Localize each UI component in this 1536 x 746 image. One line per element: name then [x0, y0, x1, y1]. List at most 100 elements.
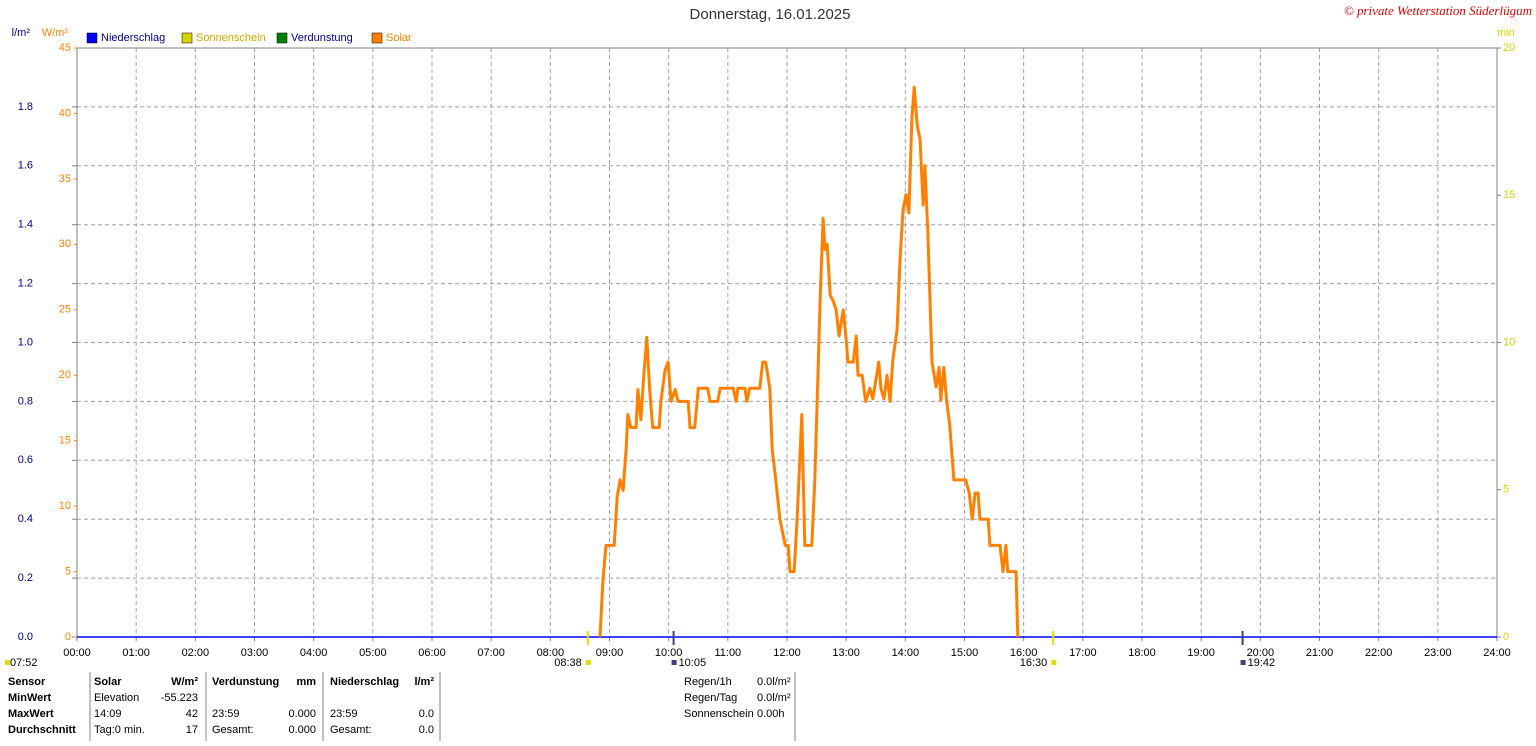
verdunstung-value: 0.000 — [288, 724, 316, 736]
y3-tick-label: 1.6 — [18, 160, 33, 172]
solar-label: Elevation — [94, 692, 139, 704]
solar-value: 42 — [186, 708, 198, 720]
solar-value: 17 — [186, 724, 198, 736]
x-tick-label: 20:00 — [1247, 647, 1275, 659]
x-tick-label: 01:00 — [122, 647, 150, 659]
y3-tick-label: 1.8 — [18, 101, 33, 113]
verdunstung-label: Verdunstung — [212, 676, 279, 688]
left-note-icon — [5, 660, 10, 665]
y2-tick-label: 0 — [1503, 631, 1509, 643]
x-tick-label: 13:00 — [832, 647, 860, 659]
x-tick-label: 17:00 — [1069, 647, 1097, 659]
x-tick-label: 07:00 — [477, 647, 505, 659]
x-tick-label: 09:00 — [596, 647, 624, 659]
x-tick-label: 05:00 — [359, 647, 387, 659]
left-note: 07:52 — [10, 657, 38, 669]
time-marker-icon — [585, 660, 591, 665]
solar-label: 14:09 — [94, 708, 122, 720]
x-tick-label: 14:00 — [892, 647, 920, 659]
y-tick-label: 5 — [65, 565, 71, 577]
legend-swatch — [181, 32, 193, 44]
data-line — [598, 85, 1020, 638]
x-tick-label: 02:00 — [182, 647, 210, 659]
niederschlag-label: 23:59 — [330, 708, 358, 720]
y-tick-label: 15 — [59, 435, 71, 447]
y3-label: l/m² — [12, 27, 31, 39]
x-tick-label: 06:00 — [418, 647, 446, 659]
verdunstung-value: mm — [296, 676, 316, 688]
y-tick-label: 40 — [59, 107, 71, 119]
rain-value: 0.00h — [757, 708, 785, 720]
legend-swatch — [371, 32, 383, 44]
time-marker-label: 19:42 — [1248, 657, 1276, 669]
verdunstung-value: 0.000 — [288, 708, 316, 720]
x-tick-label: 24:00 — [1483, 647, 1511, 659]
niederschlag-value: l/m² — [414, 676, 434, 688]
legend-label: Solar — [386, 32, 412, 44]
x-tick-label: 18:00 — [1128, 647, 1156, 659]
y3-tick-label: 0.2 — [18, 572, 33, 584]
niederschlag-label: Niederschlag — [330, 676, 399, 688]
time-marker-label: 10:05 — [679, 657, 707, 669]
x-tick-label: 04:00 — [300, 647, 328, 659]
niederschlag-value: 0.0 — [419, 708, 434, 720]
y-tick-label: 35 — [59, 173, 71, 185]
y3-tick-label: 1.0 — [18, 336, 33, 348]
y2-tick-label: 5 — [1503, 484, 1509, 496]
y-tick-label: 25 — [59, 304, 71, 316]
legend-swatch — [276, 32, 288, 44]
row-label: Sensor — [8, 676, 46, 688]
rain-value: 0.0l/m² — [757, 676, 791, 688]
y3-tick-label: 0.8 — [18, 395, 33, 407]
x-tick-label: 15:00 — [951, 647, 979, 659]
legend-label: Verdunstung — [291, 32, 353, 44]
time-marker-icon — [1240, 660, 1246, 665]
x-tick-label: 00:00 — [63, 647, 91, 659]
time-marker-icon — [1051, 660, 1057, 665]
y-tick-label: 0 — [65, 631, 71, 643]
y3-tick-label: 0.0 — [18, 631, 33, 643]
credit: © private Wetterstation Süderlügum — [1344, 3, 1532, 18]
legend-label: Sonnenschein — [196, 32, 266, 44]
x-tick-label: 22:00 — [1365, 647, 1393, 659]
x-tick-label: 16:00 — [1010, 647, 1038, 659]
y-tick-label: 20 — [59, 369, 71, 381]
x-tick-label: 12:00 — [773, 647, 801, 659]
x-tick-label: 03:00 — [241, 647, 269, 659]
row-label: Durchschnitt — [8, 724, 76, 736]
niederschlag-label: Gesamt: — [330, 724, 372, 736]
rain-label: Regen/1h — [684, 676, 732, 688]
rain-label: Sonnenschein — [684, 708, 754, 720]
y2-tick-label: 10 — [1503, 336, 1515, 348]
verdunstung-label: Gesamt: — [212, 724, 254, 736]
y-tick-label: 10 — [59, 500, 71, 512]
y2-tick-label: 15 — [1503, 189, 1515, 201]
y2-tick-label: 20 — [1503, 42, 1515, 54]
time-marker-label: 08:38 — [554, 657, 582, 669]
row-label: MinWert — [8, 692, 52, 704]
y-tick-label: 45 — [59, 42, 71, 54]
time-marker-icon — [671, 660, 677, 665]
x-tick-label: 08:00 — [537, 647, 565, 659]
legend-swatch — [86, 32, 98, 44]
y3-tick-label: 1.2 — [18, 278, 33, 290]
y2-label: min — [1497, 27, 1515, 39]
legend-label: Niederschlag — [101, 32, 165, 44]
x-tick-label: 19:00 — [1187, 647, 1215, 659]
y-label: W/m² — [42, 27, 69, 39]
chart-title: Donnerstag, 16.01.2025 — [690, 6, 851, 23]
rain-label: Regen/Tag — [684, 692, 737, 704]
y3-tick-label: 0.6 — [18, 454, 33, 466]
x-tick-label: 23:00 — [1424, 647, 1452, 659]
niederschlag-value: 0.0 — [419, 724, 434, 736]
x-tick-label: 11:00 — [714, 647, 741, 659]
verdunstung-label: 23:59 — [212, 708, 240, 720]
solar-value: -55.223 — [161, 692, 198, 704]
solar-value: W/m² — [171, 676, 198, 688]
time-marker-label: 16:30 — [1020, 657, 1048, 669]
solar-label: Tag:0 min. — [94, 724, 145, 736]
y3-tick-label: 1.4 — [18, 219, 33, 231]
y3-tick-label: 0.4 — [18, 513, 33, 525]
